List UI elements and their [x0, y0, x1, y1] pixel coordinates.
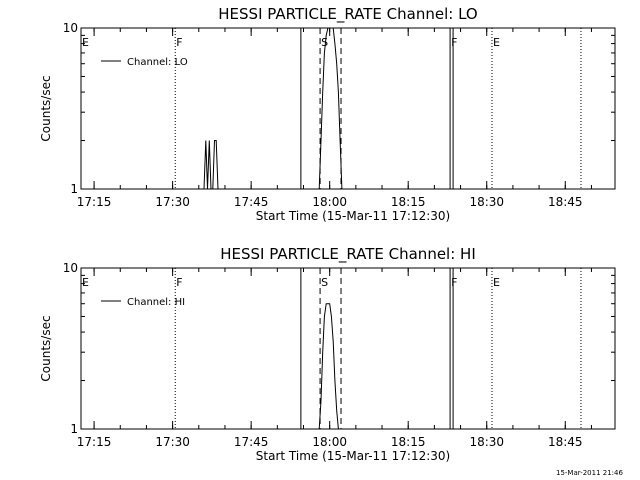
x-tick-label: 18:00 [312, 435, 347, 449]
x-tick-label: 17:15 [77, 435, 112, 449]
x-tick-label: 18:45 [548, 435, 583, 449]
y-axis-label: Counts/sec [39, 315, 53, 381]
marker-label: F [451, 276, 457, 289]
marker-label: F [176, 276, 182, 289]
marker-label: F [176, 36, 182, 49]
x-tick-label: 17:45 [234, 435, 269, 449]
legend-label: Channel: LO [127, 57, 188, 68]
x-tick-label: 17:30 [155, 195, 190, 209]
plot-frame [80, 267, 616, 430]
x-axis-label: Start Time (15-Mar-11 17:12:30) [256, 449, 450, 463]
legend-label: Channel: HI [127, 297, 185, 308]
x-tick-label: 18:30 [469, 435, 504, 449]
plot-frame [80, 27, 616, 190]
x-tick-label: 18:45 [548, 195, 583, 209]
y-tick-label: 1 [70, 182, 78, 196]
y-axis-label: Counts/sec [39, 75, 53, 141]
x-tick-label: 18:00 [312, 195, 347, 209]
marker-label: S [321, 276, 328, 289]
x-tick-label: 18:15 [391, 435, 426, 449]
chart-title: HESSI PARTICLE_RATE Channel: HI [220, 245, 476, 264]
marker-label: E [82, 276, 89, 289]
marker-label: S [321, 36, 328, 49]
x-tick-label: 17:30 [155, 435, 190, 449]
chart-title: HESSI PARTICLE_RATE Channel: LO [218, 5, 477, 24]
series-line [203, 27, 343, 190]
y-tick-label: 1 [70, 422, 78, 436]
panel-hi: HESSI PARTICLE_RATE Channel: HI E F S F E 17:1… [39, 245, 616, 463]
x-tick-label: 18:30 [469, 195, 504, 209]
marker-label: E [493, 36, 500, 49]
marker-label: E [82, 36, 89, 49]
x-tick-label: 18:15 [391, 195, 426, 209]
series-line [318, 303, 339, 430]
x-tick-label: 17:15 [77, 195, 112, 209]
x-axis-label: Start Time (15-Mar-11 17:12:30) [256, 209, 450, 223]
x-tick-label: 17:45 [234, 195, 269, 209]
footer-timestamp: 15-Mar-2011 21:46 [556, 469, 623, 477]
y-tick-label: 10 [63, 21, 78, 35]
marker-label: F [451, 36, 457, 49]
y-tick-label: 10 [63, 261, 78, 275]
panel-lo: HESSI PARTICLE_RATE Channel: LO E F S F E 17:1… [39, 5, 616, 223]
marker-label: E [493, 276, 500, 289]
